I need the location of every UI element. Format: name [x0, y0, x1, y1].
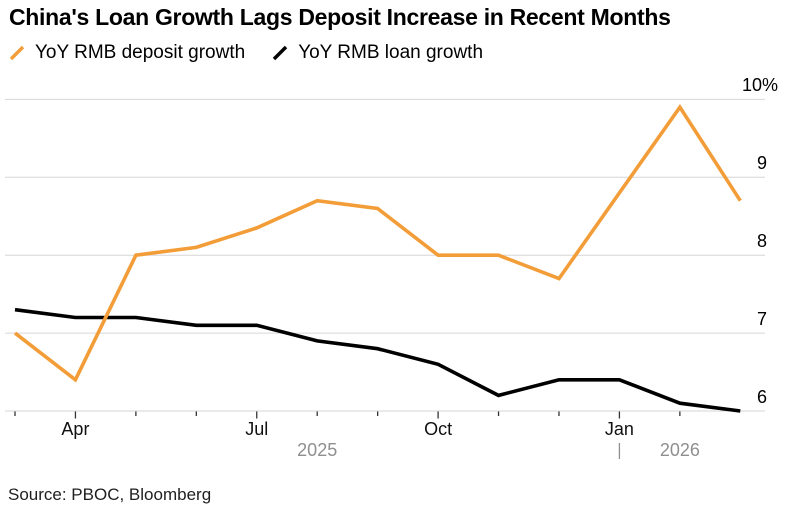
y-axis-label: 6: [756, 387, 767, 407]
legend-label-deposit: YoY RMB deposit growth: [35, 42, 246, 63]
legend-item-loan: YoY RMB loan growth: [272, 42, 483, 64]
y-axis-label: 7: [756, 309, 767, 330]
legend-item-deposit: YoY RMB deposit growth: [9, 42, 245, 64]
x-axis-year-label: 2026: [659, 440, 700, 460]
y-axis-label: 9: [756, 153, 767, 174]
loan-line-swatch-icon: [272, 45, 288, 61]
page-title: China's Loan Growth Lags Deposit Increas…: [9, 4, 671, 30]
y-axis-label: 8: [756, 231, 767, 252]
x-axis-month-label: Apr: [61, 419, 90, 439]
loan-growth-line: [14, 307, 741, 413]
x-axis-year-label: 2025: [297, 440, 338, 460]
legend-label-loan: YoY RMB loan growth: [298, 42, 484, 63]
x-axis-month-label: Oct: [424, 419, 453, 439]
deposit-growth-line: [13, 103, 742, 383]
deposit-line-swatch-icon: [9, 45, 25, 61]
legend: YoY RMB deposit growth YoY RMB loan grow…: [9, 42, 483, 64]
source-text: Source: PBOC, Bloomberg: [8, 485, 212, 504]
x-axis-month-label: Jul: [245, 419, 269, 439]
y-axis-label: 10%: [741, 75, 778, 96]
x-axis-month-label: Jan: [604, 419, 634, 439]
